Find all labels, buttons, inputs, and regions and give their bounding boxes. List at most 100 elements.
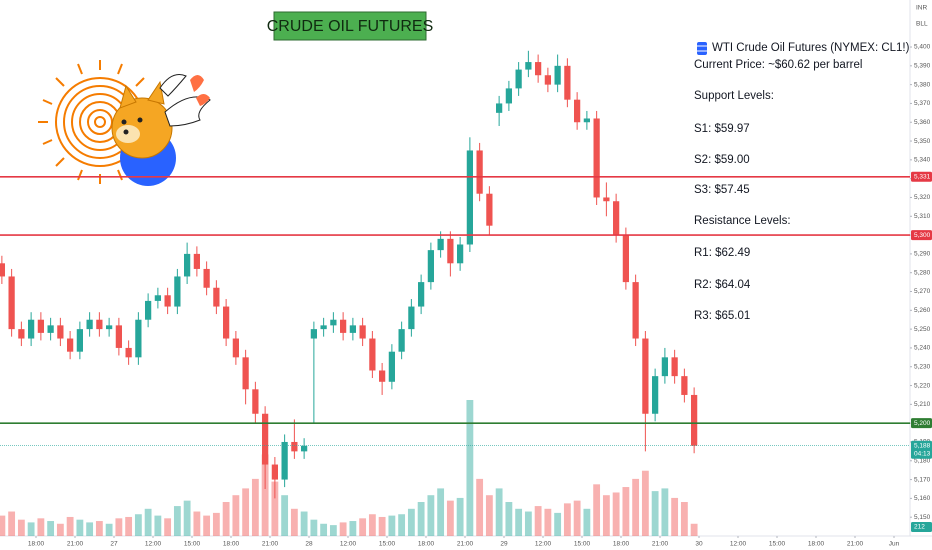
volume-bar: [115, 518, 123, 536]
volume-bar: [144, 508, 152, 536]
volume-bar: [515, 508, 523, 536]
x-tick-label: 18:00: [28, 541, 45, 548]
volume-bar: [47, 521, 55, 536]
chart-title: CRUDE OIL FUTURES: [267, 18, 434, 35]
volume-bar: [76, 519, 84, 536]
x-tick-label: 21:00: [847, 541, 864, 548]
volume-bar: [368, 514, 376, 536]
volume-bar: [641, 470, 649, 536]
x-tick-label: 15:00: [769, 541, 786, 548]
volume-bar: [632, 478, 640, 536]
cartoon: [38, 60, 211, 186]
candle-body: [28, 319, 35, 339]
volume-bar: [271, 481, 279, 536]
annotation: S3: $57.45: [694, 184, 750, 196]
volume-bar: [8, 511, 16, 536]
y-tick-label: 5,320: [914, 194, 931, 201]
volume-bar: [485, 495, 493, 536]
volume-bar: [154, 515, 162, 536]
volume-bar: [359, 518, 367, 536]
candle-body: [476, 150, 483, 194]
volume-bar: [495, 488, 503, 536]
volume-bar: [66, 516, 74, 536]
x-tick-label: 29: [500, 541, 508, 548]
x-tick-label: 12:00: [535, 541, 552, 548]
candle-body: [466, 150, 473, 245]
candle-body: [642, 338, 649, 414]
x-tick-label: 12:00: [340, 541, 357, 548]
x-tick-label: 21:00: [67, 541, 84, 548]
candle-body: [125, 347, 132, 358]
volume-bar: [300, 511, 308, 536]
candle-body: [574, 99, 581, 123]
candle-body: [427, 250, 434, 283]
candle-body: [437, 238, 444, 251]
candle-body: [652, 376, 659, 414]
candle-body: [603, 197, 610, 202]
candle-body: [554, 65, 561, 85]
y-tick-label: 5,340: [914, 157, 931, 164]
volume-bar: [164, 518, 172, 536]
volume-badge-box: [911, 522, 932, 532]
x-tick-label: 18:00: [808, 541, 825, 548]
y-tick-label: 5,400: [914, 44, 931, 51]
candle-body: [145, 300, 152, 320]
volume-bar: [583, 508, 591, 536]
volume-bar: [427, 495, 435, 536]
volume-bar: [193, 511, 201, 536]
candle-body: [369, 338, 376, 371]
level-badge: [911, 171, 932, 182]
candle-body: [379, 370, 386, 382]
candle-body: [613, 201, 620, 236]
volume-bar: [329, 525, 337, 536]
volume-bar: [310, 519, 318, 536]
candle-body: [252, 389, 259, 414]
candle-body: [96, 319, 103, 330]
annotation: Resistance Levels:: [694, 215, 791, 227]
candle-body: [505, 88, 512, 104]
candle-body: [593, 118, 600, 198]
candle-body: [223, 306, 230, 339]
annotation: S1: $59.97: [694, 123, 750, 135]
level-label: 5,200: [914, 420, 931, 427]
candle-body: [232, 338, 239, 358]
candle-body: [115, 325, 122, 348]
y-tick-label: 5,250: [914, 326, 931, 333]
candle-body: [310, 329, 317, 339]
volume-bar: [563, 503, 571, 536]
y-tick-label: 5,240: [914, 345, 931, 352]
candle-body: [67, 338, 74, 352]
volume-bar: [437, 488, 445, 536]
volume-bar: [573, 500, 581, 536]
volume-bar: [134, 514, 142, 536]
volume-bar: [27, 522, 35, 536]
candle-body: [418, 282, 425, 307]
candle-body: [262, 413, 269, 465]
volume-bar: [524, 511, 532, 536]
volume-bar: [622, 487, 630, 536]
volume-bar: [651, 491, 659, 536]
y-tick-label: 5,290: [914, 251, 931, 258]
x-tick-label: 12:00: [145, 541, 162, 548]
volume-bar: [173, 506, 181, 536]
x-tick-label: 21:00: [652, 541, 669, 548]
volume-bar: [505, 502, 513, 536]
candle-body: [271, 464, 278, 480]
candle-body: [691, 394, 698, 446]
unit-label: BLL: [916, 21, 928, 28]
candle-body: [301, 445, 308, 452]
y-tick-label: 5,260: [914, 307, 931, 314]
volume-bar: [680, 502, 688, 536]
volume-bar: [602, 495, 610, 536]
volume-bar: [593, 484, 601, 536]
last-price-label: 5,188: [914, 442, 931, 449]
candle-body: [340, 319, 347, 333]
candle-body: [564, 65, 571, 100]
volume-bar: [690, 523, 698, 536]
level-label: 5,331: [914, 174, 931, 181]
volume-bar: [407, 508, 415, 536]
y-tick-label: 5,180: [914, 457, 931, 464]
candle-body: [496, 103, 503, 113]
volume-bar: [476, 478, 484, 536]
